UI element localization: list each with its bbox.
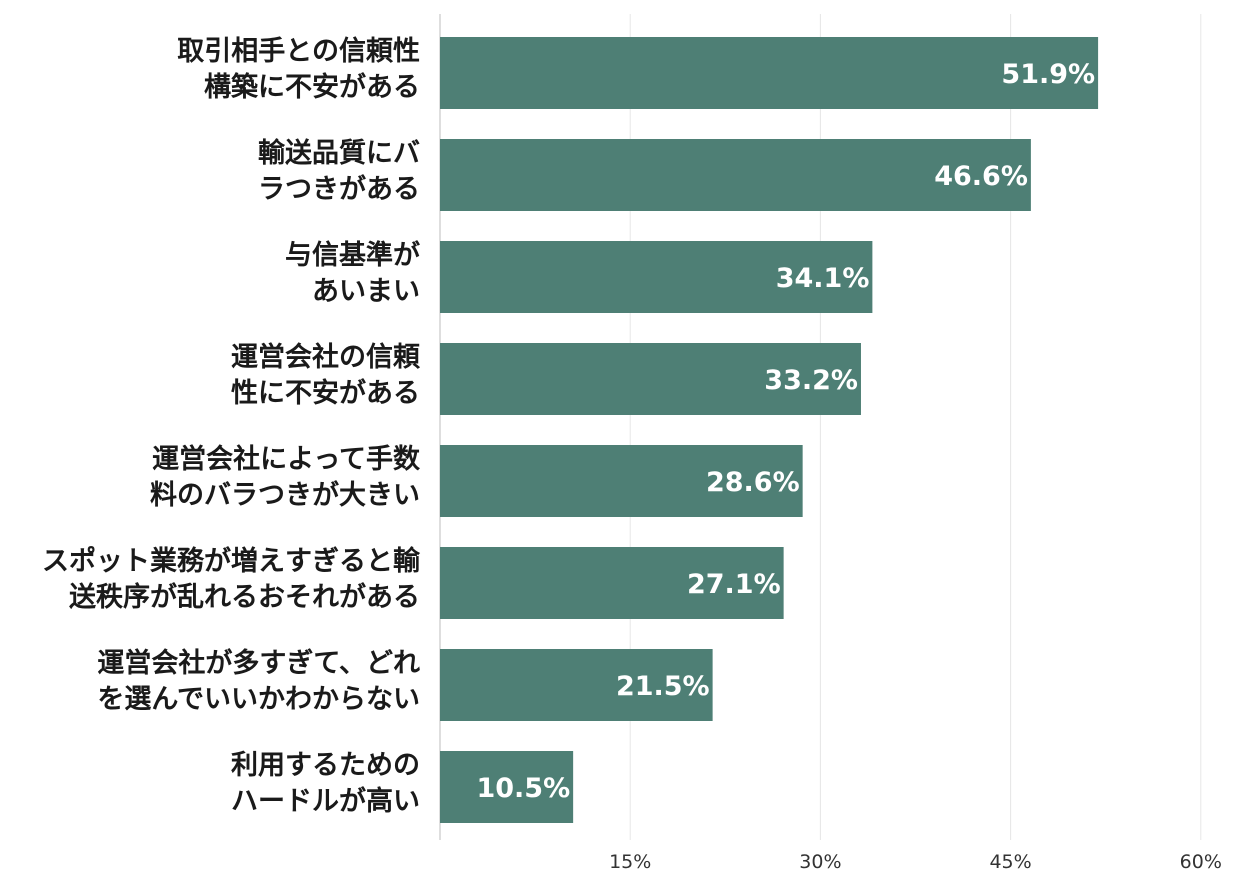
category-label: 利用するためのハードルが高い — [231, 750, 420, 817]
bar-value-label: 46.6% — [934, 161, 1028, 192]
x-tick-label: 30% — [799, 851, 841, 873]
category-label-line: 利用するための — [231, 750, 420, 781]
bar-value-label: 27.1% — [687, 569, 781, 600]
category-label: 輸送品質にバラつきがある — [258, 137, 420, 205]
label-layer: 51.9% 取引相手との信頼性構築に不安がある 46.6% 輸送品質にバラつきがある 3… — [42, 36, 1095, 817]
bar-value-label: 34.1% — [776, 263, 870, 294]
category-label-line: スポット業務が増えすぎると輸 — [42, 545, 421, 577]
category-label-line: 送秩序が乱れるおそれがある — [69, 581, 420, 613]
bar — [440, 649, 713, 721]
category-label-line: 取引相手との信頼性 — [177, 36, 420, 67]
bar — [440, 445, 803, 517]
category-label: スポット業務が増えすぎると輸送秩序が乱れるおそれがある — [42, 545, 421, 613]
category-label: 運営会社によって手数料のバラつきが大きい — [150, 443, 421, 511]
x-tick-label: 45% — [989, 851, 1031, 873]
bar-value-label: 33.2% — [764, 365, 858, 396]
x-tick-label: 60% — [1180, 851, 1222, 873]
bar-value-label: 51.9% — [1001, 59, 1095, 90]
category-label: 運営会社の信頼性に不安がある — [231, 341, 421, 409]
category-label-line: 運営会社が多すぎて、どれ — [97, 647, 420, 679]
bar-value-label: 28.6% — [706, 467, 800, 498]
category-label-line: 料のバラつきが大きい — [150, 479, 420, 511]
bar — [440, 343, 861, 415]
bar — [440, 139, 1031, 211]
category-label-line: 輸送品質にバ — [258, 137, 420, 169]
x-tick-label: 15% — [609, 851, 651, 873]
category-label: 与信基準があいまい — [285, 239, 420, 307]
bar — [440, 37, 1099, 109]
category-label-line: あいまい — [312, 276, 420, 307]
tick-layer: 15% 30% 45% 60% — [609, 851, 1222, 873]
category-label-line: 運営会社によって手数 — [152, 443, 421, 475]
bar-layer — [440, 37, 1099, 823]
category-label: 運営会社が多すぎて、どれを選んでいいかわからない — [97, 647, 420, 715]
bar — [440, 241, 873, 313]
category-label: 取引相手との信頼性構築に不安がある — [177, 36, 420, 103]
category-label-line: 性に不安がある — [231, 377, 420, 409]
category-label-line: ラつきがある — [258, 173, 420, 205]
bar — [440, 751, 574, 823]
category-label-line: 構築に不安がある — [204, 71, 420, 103]
category-label-line: 与信基準が — [285, 239, 420, 271]
bar — [440, 547, 784, 619]
category-label-line: ハードルが高い — [231, 785, 420, 817]
category-label-line: を選んでいいかわからない — [97, 684, 420, 715]
bar-value-label: 21.5% — [616, 671, 710, 702]
category-label-line: 運営会社の信頼 — [231, 341, 421, 373]
bar-value-label: 10.5% — [476, 773, 570, 804]
